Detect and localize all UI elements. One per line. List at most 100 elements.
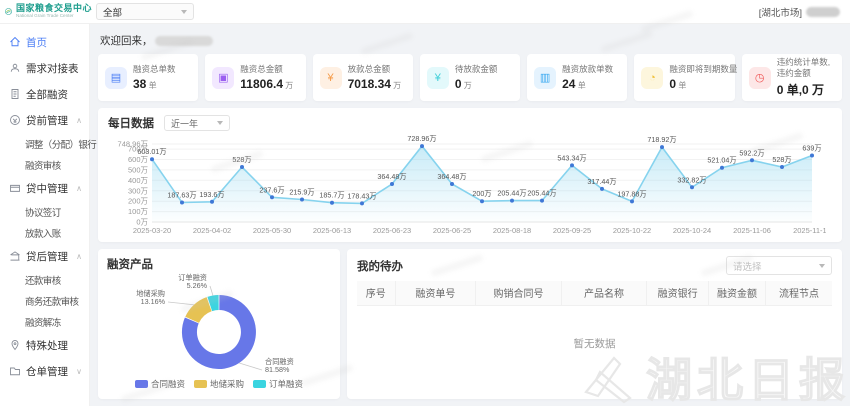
- market-filter-select[interactable]: 全部: [96, 3, 194, 20]
- empty-state: 暂无数据: [573, 337, 616, 350]
- stat-card-6: ◷ 违约统计单数,违约金额 0 单,0 万: [741, 54, 842, 101]
- daily-line-chart: 0万 100万 200万 300万 400万 500万 600万 700万 748.96万 603…: [108, 131, 832, 242]
- todo-filter-select[interactable]: 请选择: [726, 256, 832, 275]
- svg-text:2025-11-18: 2025-11-18: [793, 226, 826, 235]
- sidebar-item-label: 特殊处理: [26, 339, 68, 352]
- svg-text:215.9万: 215.9万: [289, 188, 314, 197]
- svg-text:237.6万: 237.6万: [259, 185, 284, 194]
- chevron-down-icon: ∨: [76, 366, 82, 376]
- todo-column-1[interactable]: 融资单号: [395, 281, 477, 306]
- sidebar-item-label: 调整（分配）银行: [25, 139, 97, 151]
- svg-text:地储采购: 地储采购: [136, 289, 165, 298]
- home-icon: [10, 36, 20, 47]
- sidebar-item-14[interactable]: 仓单管理 ∨: [0, 358, 89, 384]
- stat-label: 融资放款单数: [562, 64, 614, 75]
- sidebar-item-label: 协议签订: [25, 207, 61, 219]
- svg-text:2025-03-20: 2025-03-20: [133, 226, 171, 235]
- stat-label: 违约统计单数,违约金额: [776, 57, 831, 78]
- stat-card-5: ◔ 融资即将到期数量 0 单: [634, 54, 737, 101]
- legend-item-0[interactable]: 合同融资: [134, 378, 185, 390]
- svg-text:364.48万: 364.48万: [377, 172, 406, 181]
- todo-header: 我的待办 请选择: [357, 256, 832, 275]
- sidebar-item-13[interactable]: 特殊处理: [0, 332, 89, 358]
- svg-text:订单融资: 订单融资: [178, 273, 207, 282]
- stat-unit: 万: [461, 80, 472, 90]
- svg-text:2025-05-30: 2025-05-30: [253, 226, 291, 235]
- card-icon: ▥: [534, 66, 557, 89]
- stat-value: 38 单: [133, 76, 157, 91]
- legend-swatch: [134, 380, 148, 388]
- stat-unit: 万: [390, 80, 402, 90]
- svg-text:0万: 0万: [136, 218, 148, 227]
- legend-item-2[interactable]: 订单融资: [253, 378, 303, 390]
- stat-card-2: ¥ 放款总金额 7018.34 万: [312, 54, 413, 101]
- todo-column-3[interactable]: 产品名称: [561, 281, 648, 306]
- sidebar: 首页 需求对接表 全部融资 贷前管理 ∧ 调整（分配）银行 融资审核 贷中管理 ∧ 协议签订 放款入…: [0, 24, 97, 406]
- brand-subtitle: National Grain Trade Center: [15, 13, 74, 19]
- sidebar-item-3[interactable]: 贷前管理 ∧: [0, 107, 89, 133]
- sidebar-item-10[interactable]: 还款审核: [0, 269, 89, 290]
- sidebar-item-label: 仓单管理: [26, 365, 68, 378]
- legend-swatch: [193, 380, 207, 388]
- svg-text:592.2万: 592.2万: [739, 148, 764, 157]
- todo-table: 序号 融资单号 购销合同号 产品名称 融资银行 融资金额 流程节点: [357, 281, 832, 306]
- sidebar-item-1[interactable]: 需求对接表: [0, 55, 89, 81]
- sidebar-item-8[interactable]: 放款入账: [0, 222, 89, 243]
- sidebar-item-6[interactable]: 贷中管理 ∧: [0, 175, 89, 201]
- sidebar-item-2[interactable]: 全部融资: [0, 81, 89, 107]
- sidebar-item-label: 放款入账: [25, 228, 61, 240]
- legend-item-1[interactable]: 地储采购: [193, 378, 244, 390]
- stat-card-3: ¥ 待放款金额 0 万: [419, 54, 521, 101]
- legend-swatch: [253, 380, 266, 388]
- todo-title: 我的待办: [357, 260, 403, 273]
- stat-card-4: ▥ 融资放款单数 24 单: [527, 54, 628, 101]
- todo-table-header-row: 序号 融资单号 购销合同号 产品名称 融资银行 融资金额 流程节点: [357, 281, 832, 306]
- stat-value: 0 单,0 万: [776, 82, 825, 97]
- sidebar-item-11[interactable]: 商务还款审核: [0, 290, 89, 311]
- sidebar-item-7[interactable]: 协议签订: [0, 201, 89, 222]
- todo-column-5[interactable]: 融资金额: [708, 281, 766, 306]
- sidebar-item-label: 贷中管理: [26, 182, 68, 195]
- todo-filter-placeholder: 请选择: [733, 261, 762, 273]
- todo-column-2[interactable]: 购销合同号: [475, 281, 562, 306]
- svg-text:317.44万: 317.44万: [587, 177, 616, 186]
- daily-data-header: 每日数据 近一年: [108, 115, 832, 131]
- sidebar-item-12[interactable]: 融资解冻: [0, 311, 89, 332]
- svg-text:187.63万: 187.63万: [167, 191, 196, 200]
- user-area[interactable]: [湖北市场]: [759, 5, 850, 19]
- period-select[interactable]: 近一年: [164, 115, 230, 131]
- chevron-up-icon: ∧: [76, 251, 82, 261]
- sidebar-item-0[interactable]: 首页: [0, 29, 89, 55]
- sidebar-item-label: 贷前管理: [26, 114, 68, 127]
- todo-column-4[interactable]: 融资银行: [646, 281, 709, 306]
- financing-products-title: 融资产品: [107, 259, 153, 271]
- clock-icon: ◷: [748, 66, 771, 89]
- sidebar-item-9[interactable]: 贷后管理 ∧: [0, 243, 89, 269]
- chevron-up-icon: ∧: [76, 183, 82, 193]
- stat-value: 11806.4 万: [240, 76, 294, 91]
- svg-text:364.48万: 364.48万: [437, 172, 466, 181]
- stat-value: 0 万: [454, 76, 472, 91]
- todo-column-0[interactable]: 序号: [357, 281, 396, 306]
- sidebar-item-label: 还款审核: [25, 275, 61, 287]
- svg-text:2025-10-22: 2025-10-22: [613, 226, 651, 235]
- sidebar-item-4[interactable]: 调整（分配）银行: [0, 133, 97, 154]
- todo-column-6[interactable]: 流程节点: [765, 281, 832, 306]
- sidebar-item-label: 融资解冻: [25, 317, 61, 329]
- svg-text:合同融资: 合同融资: [265, 357, 294, 366]
- svg-text:2025-04-02: 2025-04-02: [193, 226, 231, 235]
- chevron-down-icon: [217, 121, 223, 125]
- sidebar-item-label: 贷后管理: [26, 250, 68, 263]
- svg-text:718.92万: 718.92万: [647, 135, 676, 144]
- sidebar-item-5[interactable]: 融资审核: [0, 154, 89, 175]
- svg-text:600万: 600万: [128, 155, 149, 164]
- warehouse-icon: [10, 367, 20, 376]
- svg-text:543.34万: 543.34万: [557, 153, 586, 162]
- financing-products-donut-chart: 合同融资 81.58% 地储采购 13.16% 订单融资 5.26%: [107, 272, 331, 389]
- svg-text:2025-06-13: 2025-06-13: [313, 226, 351, 235]
- svg-text:205.44万: 205.44万: [497, 189, 526, 198]
- svg-text:2025-06-23: 2025-06-23: [373, 226, 411, 235]
- svg-text:500万: 500万: [128, 165, 149, 174]
- welcome-text: 欢迎回来，: [100, 35, 153, 47]
